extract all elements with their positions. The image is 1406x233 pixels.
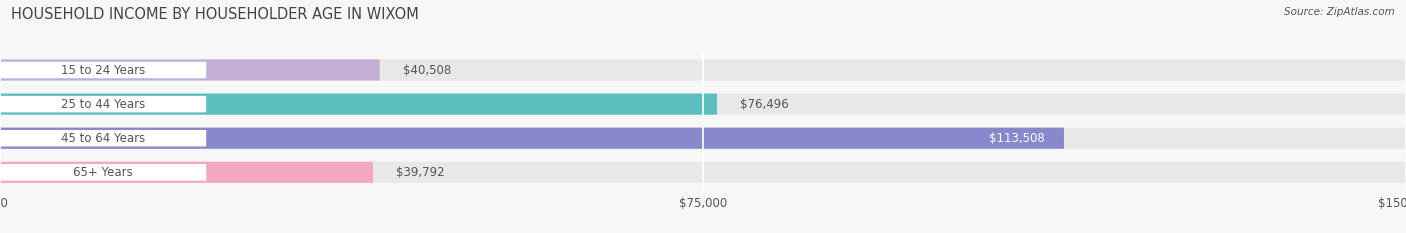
- FancyBboxPatch shape: [0, 128, 1406, 149]
- FancyBboxPatch shape: [0, 93, 1406, 115]
- Text: $76,496: $76,496: [741, 98, 789, 111]
- FancyBboxPatch shape: [0, 59, 1406, 81]
- FancyBboxPatch shape: [0, 62, 207, 78]
- Text: $39,792: $39,792: [396, 166, 446, 179]
- Text: 15 to 24 Years: 15 to 24 Years: [60, 64, 145, 76]
- Text: Source: ZipAtlas.com: Source: ZipAtlas.com: [1284, 7, 1395, 17]
- FancyBboxPatch shape: [0, 162, 1406, 183]
- Text: 25 to 44 Years: 25 to 44 Years: [60, 98, 145, 111]
- Text: 45 to 64 Years: 45 to 64 Years: [60, 132, 145, 145]
- Text: HOUSEHOLD INCOME BY HOUSEHOLDER AGE IN WIXOM: HOUSEHOLD INCOME BY HOUSEHOLDER AGE IN W…: [11, 7, 419, 22]
- Text: 65+ Years: 65+ Years: [73, 166, 134, 179]
- FancyBboxPatch shape: [0, 128, 1064, 149]
- FancyBboxPatch shape: [0, 93, 717, 115]
- FancyBboxPatch shape: [0, 164, 207, 181]
- FancyBboxPatch shape: [0, 130, 207, 147]
- Text: $113,508: $113,508: [990, 132, 1045, 145]
- FancyBboxPatch shape: [0, 59, 380, 81]
- FancyBboxPatch shape: [0, 96, 207, 112]
- FancyBboxPatch shape: [0, 162, 373, 183]
- Text: $40,508: $40,508: [404, 64, 451, 76]
